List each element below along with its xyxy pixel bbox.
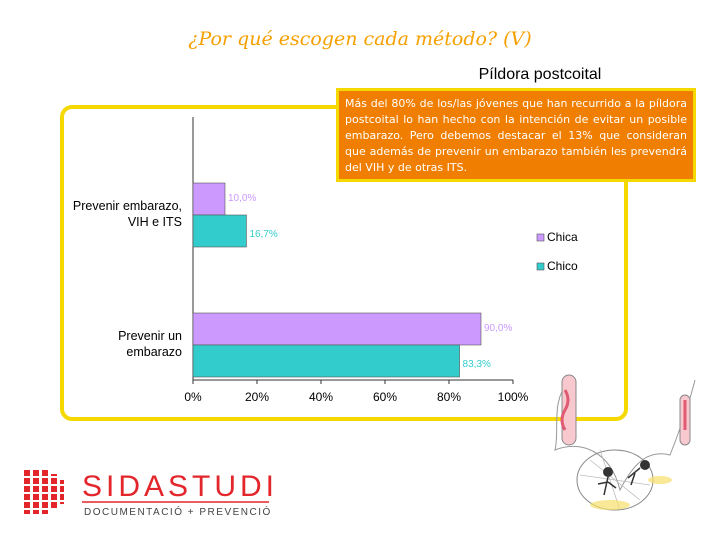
sidastudi-logo: SIDASTUDI DOCUMENTACIÓ + PREVENCIÓ <box>24 470 278 518</box>
bar-chico <box>192 344 460 378</box>
logo-tagline: DOCUMENTACIÓ + PREVENCIÓ <box>84 505 272 518</box>
x-tick-label: 80% <box>437 390 461 404</box>
bar-chica <box>192 182 226 216</box>
data-label: 16,7% <box>249 229 277 240</box>
x-tick-label: 20% <box>245 390 269 404</box>
slide-title: ¿Por qué escogen cada método? (V) <box>188 28 532 50</box>
category-label: embarazo <box>126 345 182 359</box>
legend-swatch-chica <box>536 233 545 242</box>
legend-swatch-chico <box>536 262 545 271</box>
note-box: Más del 80% de los/las jóvenes que han r… <box>336 88 696 182</box>
category-label: VIH e ITS <box>128 215 182 229</box>
x-tick-label: 100% <box>498 390 529 404</box>
logo-wordmark: SIDASTUDI <box>82 470 278 503</box>
data-label: 83,3% <box>463 359 491 370</box>
chart-title: Píldora postcoital <box>478 66 602 83</box>
x-tick-label: 60% <box>373 390 397 404</box>
legend-label-chica: Chica <box>547 230 578 244</box>
decorative-illustration <box>554 374 696 511</box>
category-label: Prevenir un <box>118 329 182 343</box>
x-tick-label: 40% <box>309 390 333 404</box>
legend-label-chico: Chico <box>547 259 578 273</box>
category-label: Prevenir embarazo, <box>73 199 182 213</box>
data-label: 90,0% <box>484 323 512 334</box>
data-label: 10,0% <box>228 193 256 204</box>
x-tick-label: 0% <box>184 390 202 404</box>
bar-chico <box>192 214 247 248</box>
bar-chica <box>192 312 482 346</box>
